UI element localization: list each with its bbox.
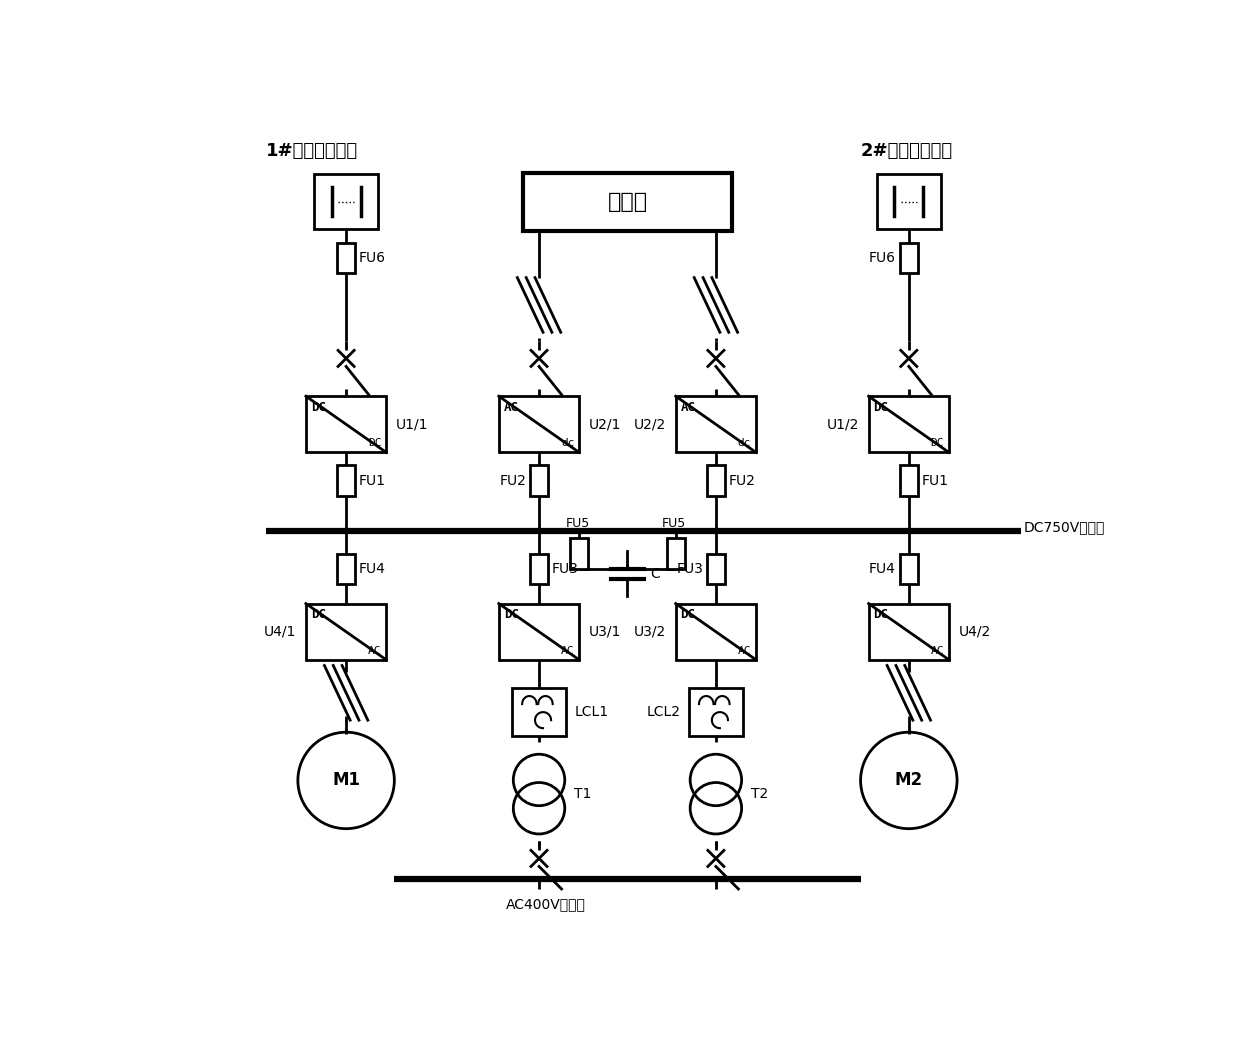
Bar: [306, 396, 387, 452]
Text: U3/2: U3/2: [634, 624, 666, 639]
Text: AC: AC: [503, 401, 518, 414]
Text: U2/2: U2/2: [634, 418, 666, 431]
Text: FU1: FU1: [358, 474, 386, 488]
Bar: [667, 539, 684, 569]
Text: FU5: FU5: [565, 517, 590, 529]
Text: DC: DC: [503, 609, 518, 621]
Bar: [306, 603, 387, 660]
Bar: [900, 242, 918, 274]
Text: LCL1: LCL1: [574, 705, 609, 719]
Bar: [531, 466, 548, 496]
Text: T2: T2: [751, 787, 769, 801]
Text: DC: DC: [873, 609, 888, 621]
Bar: [337, 553, 355, 585]
Bar: [707, 466, 724, 496]
Bar: [900, 553, 918, 585]
Bar: [531, 553, 548, 585]
Text: DC: DC: [873, 401, 888, 414]
Bar: [688, 688, 743, 736]
Text: AC: AC: [681, 401, 696, 414]
Text: dc: dc: [738, 438, 751, 449]
Text: AC: AC: [738, 646, 751, 656]
Text: FU3: FU3: [552, 562, 579, 576]
Bar: [337, 466, 355, 496]
Text: FU6: FU6: [358, 251, 386, 265]
Text: U3/1: U3/1: [589, 624, 621, 639]
Bar: [707, 553, 724, 585]
Text: U4/2: U4/2: [959, 624, 991, 639]
Text: FU2: FU2: [500, 474, 526, 488]
Text: 岸电箱: 岸电箱: [608, 192, 647, 212]
Bar: [337, 242, 355, 274]
Text: FU6: FU6: [869, 251, 897, 265]
Bar: [314, 174, 378, 229]
Bar: [900, 466, 918, 496]
Text: FU4: FU4: [869, 562, 897, 576]
Text: FU1: FU1: [921, 474, 949, 488]
Text: DC: DC: [311, 401, 326, 414]
Bar: [523, 172, 732, 231]
Text: dc: dc: [560, 438, 574, 449]
Text: AC: AC: [931, 646, 944, 656]
Bar: [676, 603, 756, 660]
Text: C: C: [650, 567, 660, 580]
Text: 2#动力锂电池组: 2#动力锂电池组: [861, 142, 952, 160]
Text: LCL2: LCL2: [646, 705, 681, 719]
Text: FU4: FU4: [358, 562, 386, 576]
Text: T1: T1: [574, 787, 591, 801]
Text: DC750V汇流排: DC750V汇流排: [1024, 520, 1105, 535]
Text: DC: DC: [681, 609, 696, 621]
Text: FU2: FU2: [729, 474, 755, 488]
Text: M2: M2: [895, 772, 923, 789]
Bar: [498, 603, 579, 660]
Bar: [676, 396, 756, 452]
Text: U4/1: U4/1: [264, 624, 296, 639]
Bar: [869, 396, 949, 452]
Bar: [869, 603, 949, 660]
Bar: [570, 539, 588, 569]
Text: FU5: FU5: [662, 517, 686, 529]
Text: U2/1: U2/1: [589, 418, 621, 431]
Bar: [498, 396, 579, 452]
Text: U1/2: U1/2: [827, 418, 859, 431]
Text: DC: DC: [368, 438, 382, 449]
Text: AC400V汇流排: AC400V汇流排: [506, 897, 585, 911]
Text: U1/1: U1/1: [396, 418, 429, 431]
Text: FU3: FU3: [676, 562, 703, 576]
Text: AC: AC: [560, 646, 574, 656]
Text: DC: DC: [931, 438, 944, 449]
Bar: [512, 688, 567, 736]
Text: 1#动力锂电池组: 1#动力锂电池组: [265, 142, 358, 160]
Bar: [877, 174, 941, 229]
Text: DC: DC: [311, 609, 326, 621]
Text: M1: M1: [332, 772, 360, 789]
Text: AC: AC: [368, 646, 382, 656]
